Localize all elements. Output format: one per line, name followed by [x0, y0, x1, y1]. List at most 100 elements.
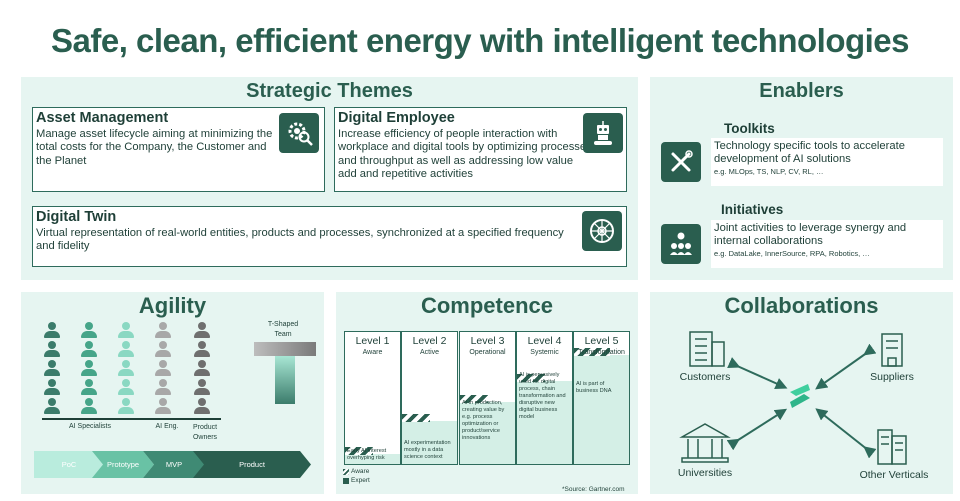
person-icon — [118, 322, 134, 339]
phase-product: Product — [193, 451, 311, 478]
theme-description: Virtual representation of real-world ent… — [36, 227, 564, 253]
level-description: Early AI interest overhyping risk — [347, 448, 387, 461]
competence-level-3: Level 3 Operational AI in production, crea… — [459, 331, 516, 465]
person-icon — [44, 322, 60, 339]
level-fill — [574, 355, 629, 464]
wheel-icon — [582, 211, 622, 251]
person-icon — [194, 379, 210, 396]
level-subtitle: Active — [419, 349, 440, 356]
level-aware-marker — [574, 348, 610, 356]
level-fill — [345, 454, 400, 464]
competence-level-5: Level 5 Transformation AI is part of busin… — [573, 331, 630, 465]
competence-level-2: Level 2 Active AI experimentation mostly i… — [401, 331, 458, 465]
column-label-ai-specialists: AI Specialists — [68, 423, 112, 430]
theme-title: Digital Twin — [36, 209, 117, 225]
person-icon — [155, 379, 171, 396]
person-icon — [44, 379, 60, 396]
initiatives-text-box: Joint activities to leverage synergy and… — [711, 220, 943, 268]
level-name: Level 2 — [412, 335, 447, 347]
toolkits-title: Toolkits — [724, 121, 775, 136]
legend-aware-swatch — [343, 468, 349, 475]
node-universities: Universities — [677, 467, 733, 479]
node-suppliers: Suppliers — [870, 371, 914, 383]
level-subtitle: Aware — [362, 349, 383, 356]
level-name: Level 1 — [355, 335, 390, 347]
level-aware-marker — [517, 374, 545, 382]
gear-magnifier-icon — [279, 113, 319, 153]
person-icon — [155, 398, 171, 415]
person-icon — [194, 322, 210, 339]
person-icon — [155, 360, 171, 377]
person-icon — [118, 341, 134, 358]
theme-title: Digital Employee — [338, 110, 455, 126]
theme-asset-management: Asset Management Manage asset lifecycle … — [32, 107, 325, 192]
person-icon — [81, 322, 97, 339]
arrow-suppliers — [815, 343, 877, 390]
person-icon — [155, 322, 171, 339]
level-subtitle: Systemic — [530, 349, 559, 356]
t-shape-graphic — [254, 342, 316, 404]
page-headline: Safe, clean, efficient energy with intel… — [50, 22, 910, 59]
level-aware-marker — [345, 447, 373, 455]
agility-title: Agility — [138, 293, 207, 318]
other-verticals-building-icon — [877, 429, 907, 465]
level-aware-marker — [460, 395, 488, 403]
level-name: Level 3 — [470, 335, 505, 347]
arrow-customers — [727, 357, 788, 390]
person-icon — [194, 398, 210, 415]
theme-digital-employee: Digital Employee Increase efficiency of … — [334, 107, 627, 192]
level-fill — [460, 402, 515, 464]
enablers-title: Enablers — [759, 80, 844, 102]
person-icon — [155, 341, 171, 358]
toolkits-description: Technology specific tools to accelerate … — [714, 140, 905, 165]
arrow-other-verticals — [815, 408, 877, 459]
level-fill — [517, 381, 572, 464]
level-description: AI in production, creating value by e.g.… — [462, 400, 505, 441]
tools-icon — [661, 142, 701, 182]
theme-description: Increase efficiency of people interactio… — [338, 128, 592, 181]
customers-building-icon — [689, 331, 725, 367]
person-icon — [44, 360, 60, 377]
level-name: Level 5 — [584, 335, 619, 347]
source-note: *Source: Gartner.com — [562, 486, 625, 493]
level-name: Level 4 — [527, 335, 562, 347]
universities-building-icon — [679, 423, 731, 463]
legend-aware-label: Aware — [351, 468, 370, 475]
legend-expert-swatch — [343, 477, 349, 484]
person-icon — [81, 379, 97, 396]
competence-level-4: Level 4 Systemic AI is pervasively used fo… — [516, 331, 573, 465]
person-icon — [44, 398, 60, 415]
collaborations-title: Collaborations — [724, 293, 879, 318]
level-description: AI experimentation mostly in a data scie… — [404, 440, 451, 460]
level-subtitle: Transformation — [578, 349, 625, 356]
level-subtitle: Operational — [469, 349, 506, 356]
phase-poc: PoC — [34, 451, 104, 478]
t-shaped-team-label: T-Shaped Team — [267, 321, 299, 338]
competence-title: Competence — [420, 293, 554, 318]
toolkits-text-box: Technology specific tools to accelerate … — [711, 138, 943, 186]
person-icon — [81, 398, 97, 415]
competence-level-1: Level 1 Aware Early AI interest overhyping… — [344, 331, 401, 465]
node-other-verticals: Other Verticals — [859, 469, 929, 481]
initiatives-description: Joint activities to leverage synergy and… — [714, 222, 907, 247]
initiatives-title: Initiatives — [721, 202, 784, 217]
level-fill — [402, 421, 457, 464]
person-icon — [118, 379, 134, 396]
initiatives-examples: e.g. DataLake, InnerSource, RPA, Robotic… — [714, 249, 870, 258]
person-icon — [44, 341, 60, 358]
theme-digital-twin: Digital Twin Virtual representation of r… — [32, 206, 627, 267]
node-customers: Customers — [679, 371, 731, 383]
legend-aware: Aware — [343, 468, 369, 475]
suppliers-building-icon — [881, 333, 903, 367]
toolkits-examples: e.g. MLOps, TS, NLP, CV, RL, … — [714, 167, 824, 176]
column-label-product-owners: Product Owners — [192, 424, 218, 441]
level-aware-marker — [402, 414, 430, 422]
theme-description: Manage asset lifecycle aiming at minimiz… — [36, 128, 273, 167]
legend-expert: Expert — [343, 477, 370, 484]
person-icon — [194, 360, 210, 377]
person-icon — [118, 360, 134, 377]
strategic-themes-title: Strategic Themes — [246, 80, 413, 102]
person-icon — [118, 398, 134, 415]
legend-expert-label: Expert — [351, 477, 370, 484]
theme-title: Asset Management — [36, 110, 169, 126]
